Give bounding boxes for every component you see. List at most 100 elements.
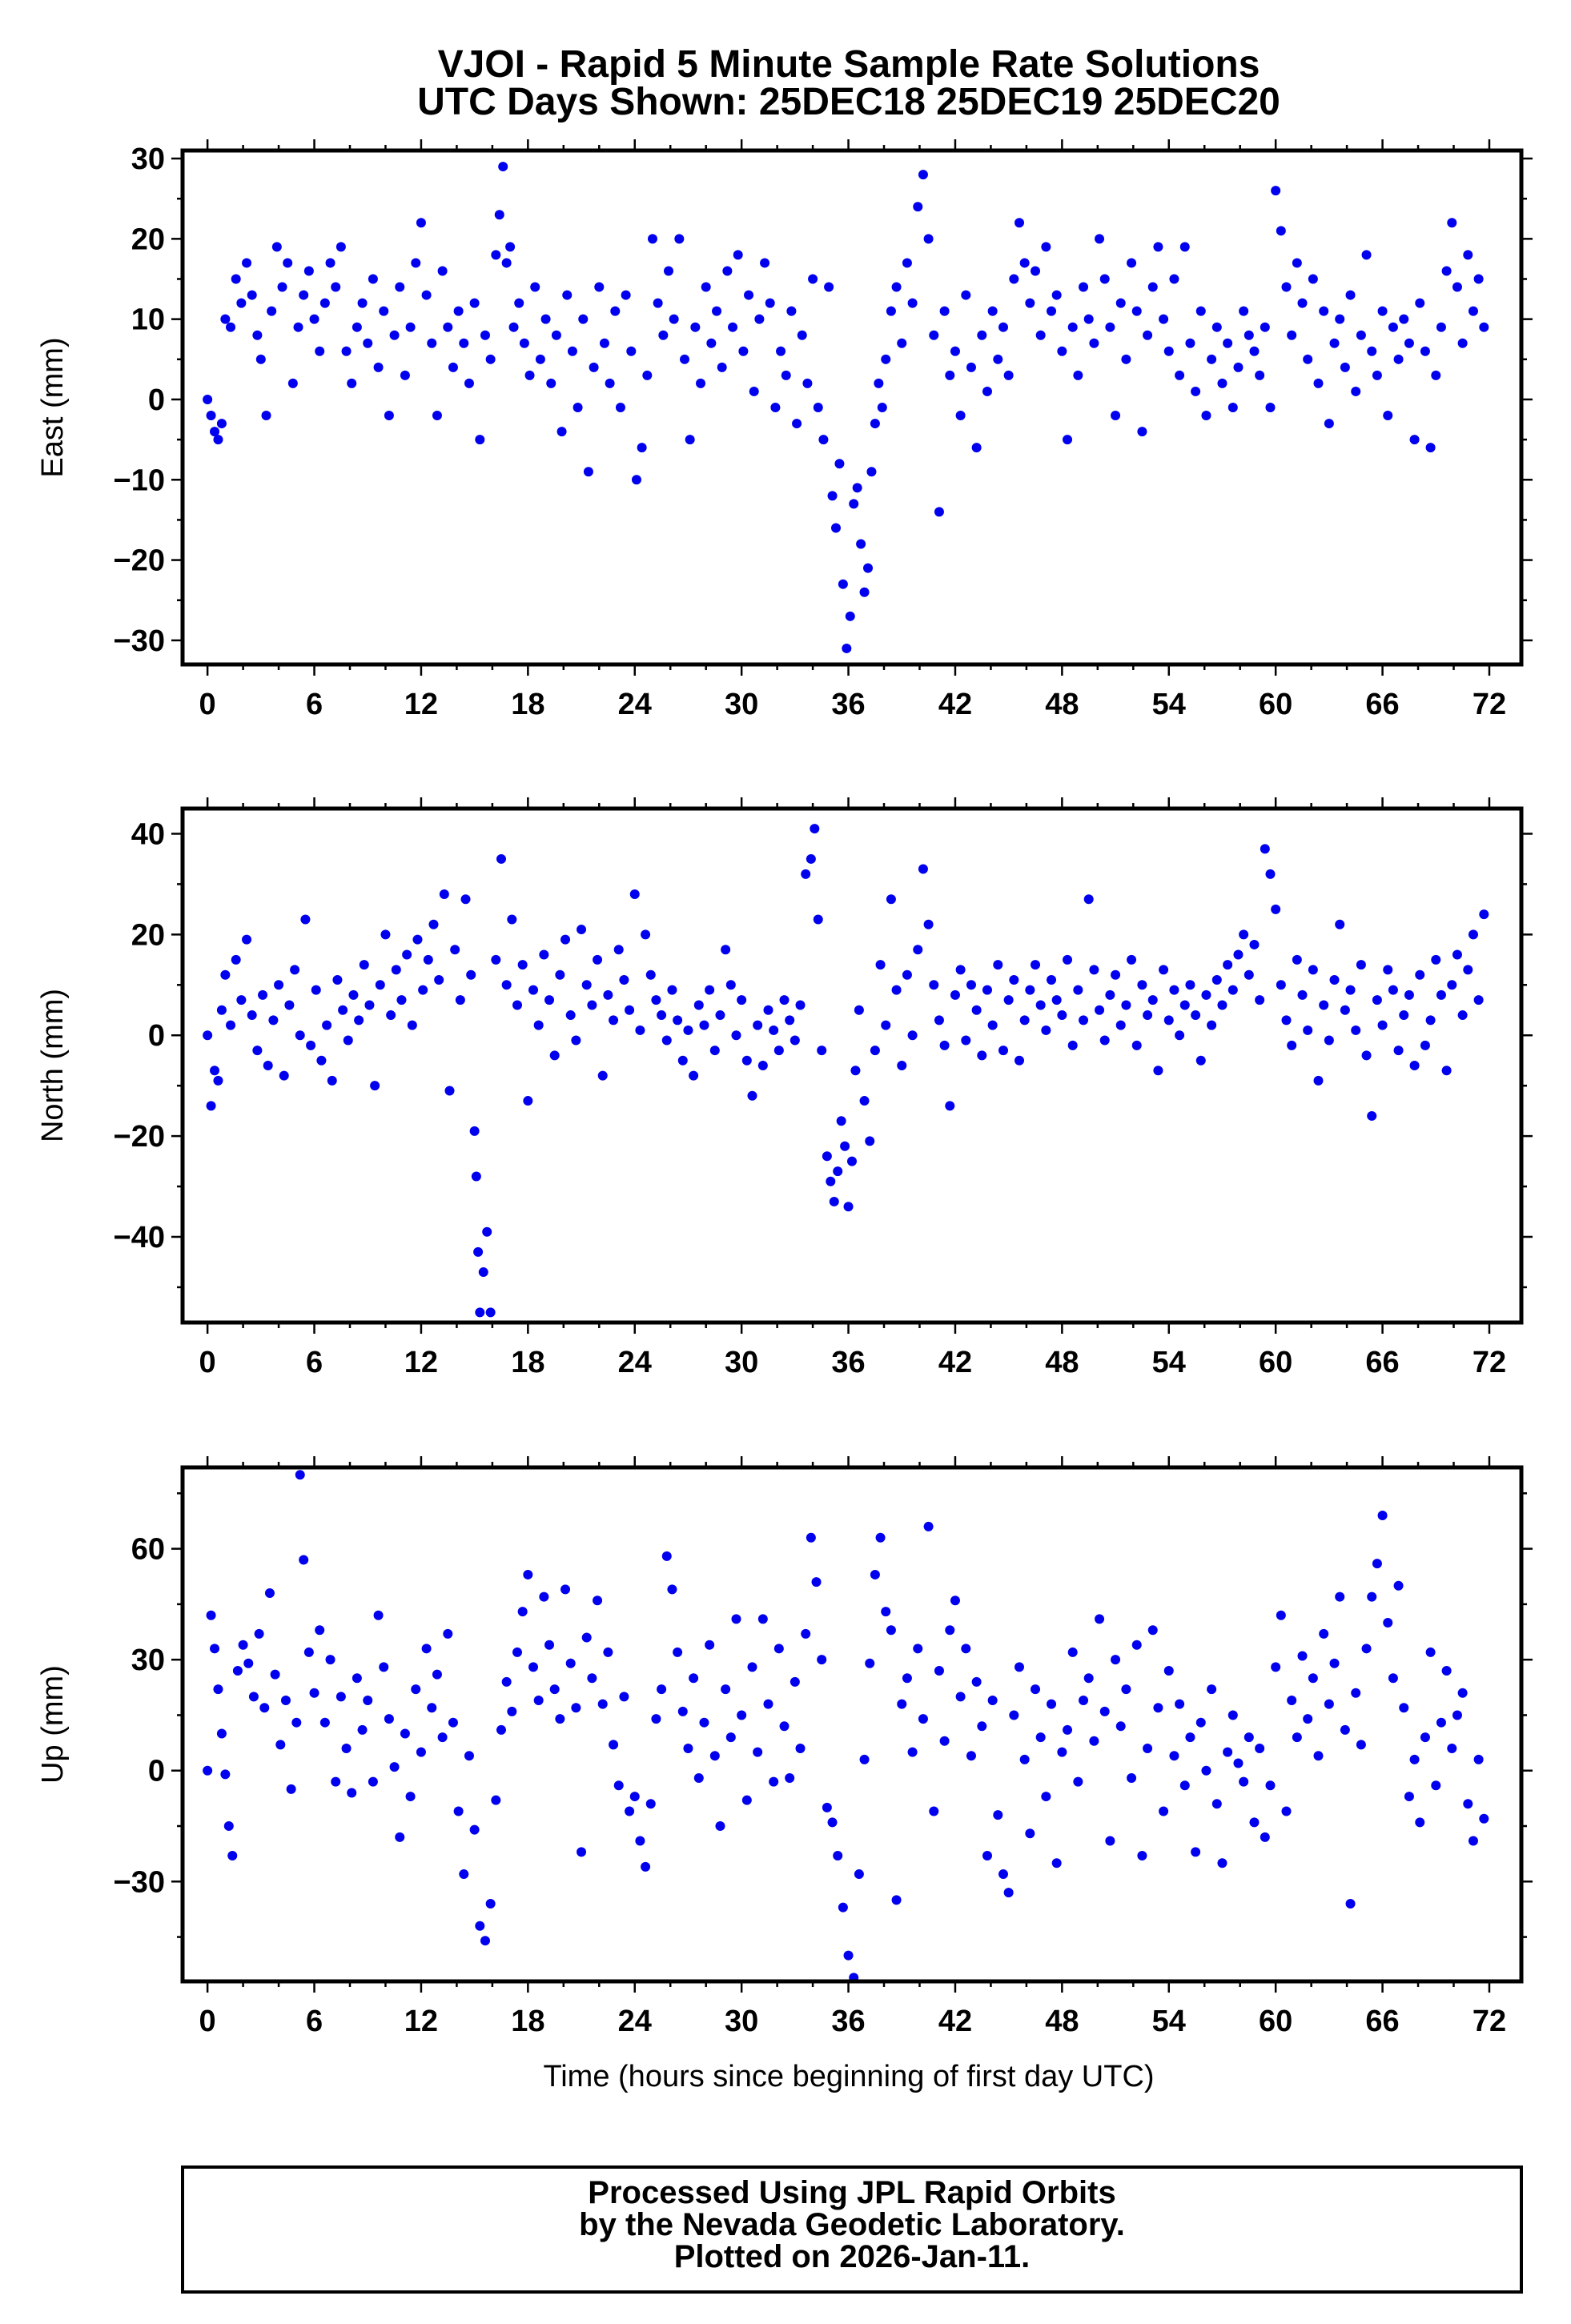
north-data-point (629, 889, 640, 899)
east-data-point (1409, 435, 1420, 445)
up-data-point (1244, 1732, 1254, 1743)
east-data-point (1463, 250, 1473, 260)
up-data-point (203, 1765, 213, 1776)
up-data-point (459, 1869, 469, 1880)
north-data-point (918, 864, 928, 874)
up-x-tick-label: 24 (618, 2005, 652, 2038)
east-data-point (1095, 234, 1105, 244)
east-y-tick-label: 20 (131, 223, 165, 256)
east-data-point (432, 411, 442, 421)
up-data-point (1415, 1817, 1425, 1828)
north-data-point (364, 1000, 375, 1010)
north-x-tick-label: 24 (618, 1346, 652, 1379)
up-data-point (1271, 1662, 1281, 1672)
north-data-point (1047, 975, 1057, 985)
up-data-point (1441, 1666, 1452, 1676)
north-data-point (1420, 1040, 1430, 1050)
north-data-point (396, 995, 407, 1005)
up-data-point (1063, 1724, 1073, 1735)
north-data-point (955, 965, 966, 975)
east-data-point (1179, 242, 1190, 252)
up-data-point (1115, 1721, 1126, 1732)
up-data-point (1303, 1714, 1313, 1724)
north-data-point (252, 1046, 263, 1056)
up-data-point (1137, 1850, 1147, 1860)
north-data-point (284, 1000, 295, 1010)
east-data-point (1319, 306, 1329, 316)
up-data-point (699, 1717, 709, 1728)
north-x-tick-label: 60 (1259, 1346, 1292, 1379)
north-data-point (1031, 960, 1041, 970)
east-data-point (874, 378, 884, 388)
up-data-point (1175, 1699, 1185, 1709)
north-data-point (753, 1020, 763, 1030)
east-data-point (939, 306, 950, 316)
east-data-point (1425, 443, 1436, 453)
up-data-point (667, 1584, 677, 1595)
north-data-point (1457, 1010, 1468, 1021)
up-data-point (210, 1644, 220, 1654)
north-data-point (998, 1046, 1008, 1056)
up-data-point (539, 1591, 549, 1602)
north-data-point (300, 914, 311, 925)
east-data-point (813, 403, 823, 412)
north-data-point (581, 980, 592, 990)
up-data-point (400, 1728, 410, 1739)
up-data-point (603, 1647, 613, 1657)
north-data-point (1169, 985, 1179, 995)
up-data-point (635, 1836, 645, 1846)
north-data-point (677, 1055, 688, 1066)
east-data-point (621, 290, 631, 300)
east-data-point (287, 378, 298, 388)
north-data-point (902, 969, 912, 980)
east-data-point (658, 330, 669, 340)
north-data-point (1233, 949, 1244, 960)
north-data-point (1356, 960, 1366, 970)
north-data-point (268, 1015, 279, 1026)
up-data-point (1425, 1647, 1436, 1657)
up-data-point (1121, 1684, 1131, 1695)
footer-line1: Processed Using JPL Rapid Orbits (588, 2175, 1115, 2210)
north-data-point (886, 894, 896, 905)
up-x-tick-label: 0 (199, 2005, 216, 2038)
north-data-point (1383, 965, 1393, 975)
up-data-point (1159, 1806, 1169, 1816)
east-data-point (508, 322, 519, 332)
east-data-point (411, 258, 421, 268)
east-data-point (416, 218, 426, 228)
up-data-point (1131, 1640, 1142, 1650)
up-data-point (870, 1569, 880, 1579)
east-data-point (1297, 298, 1308, 308)
east-data-point (749, 386, 759, 396)
up-data-point (560, 1584, 571, 1595)
up-data-point (1191, 1847, 1201, 1857)
up-data-point (1388, 1673, 1398, 1684)
north-data-point (482, 1226, 492, 1237)
up-data-point (731, 1614, 741, 1624)
east-data-point (615, 403, 625, 412)
east-data-point (203, 394, 213, 404)
east-x-tick-label: 18 (511, 688, 544, 721)
east-data-point (818, 435, 829, 445)
east-data-point (1195, 306, 1206, 316)
east-data-point (1147, 282, 1158, 292)
up-data-point (875, 1532, 886, 1543)
north-y-tick-label: 40 (131, 817, 165, 851)
up-data-point (1217, 1858, 1227, 1868)
east-data-point (210, 427, 220, 437)
north-data-point (412, 934, 423, 945)
east-data-point (1404, 338, 1414, 348)
north-data-point (1271, 904, 1281, 914)
east-data-point (480, 330, 490, 340)
up-data-point (1143, 1744, 1153, 1754)
east-data-point (866, 467, 877, 477)
east-data-point (1175, 370, 1185, 380)
up-data-point (248, 1692, 259, 1702)
east-data-point (1047, 306, 1057, 316)
east-data-point (1265, 403, 1276, 412)
north-data-point (226, 1020, 236, 1030)
up-data-point (1377, 1511, 1388, 1521)
east-data-point (556, 427, 567, 437)
north-data-point (338, 1005, 348, 1015)
east-data-point (717, 362, 727, 372)
